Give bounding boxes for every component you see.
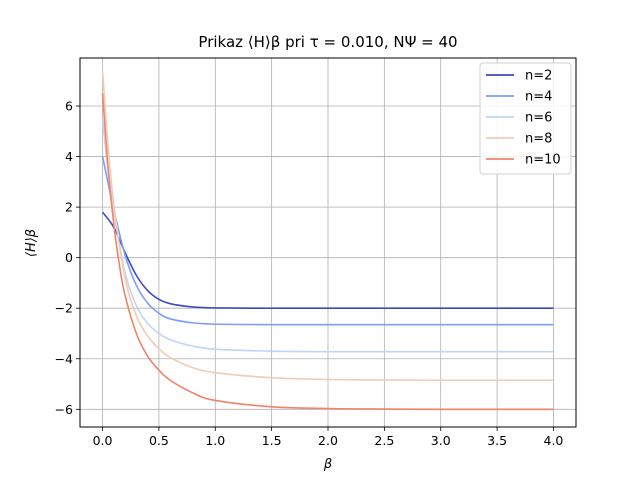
y-tick-label: −4	[55, 351, 73, 366]
x-tick-label: 3.0	[431, 433, 451, 448]
x-tick-label: 1.5	[262, 433, 282, 448]
legend-label: n=6	[525, 111, 552, 126]
y-tick-label: −2	[55, 301, 73, 316]
series-line-n-4	[101, 156, 554, 326]
x-tick-label: 0.0	[93, 433, 113, 448]
legend-label: n=8	[525, 132, 552, 147]
x-tick-label: 4.0	[544, 433, 564, 448]
y-tick-label: 4	[65, 149, 73, 164]
x-tick-label: 2.0	[318, 433, 338, 448]
y-tick-label: −6	[55, 402, 73, 417]
series-line-n-8	[101, 70, 554, 382]
x-tick-label: 0.5	[149, 433, 169, 448]
chart-title: Prikaz ⟨H⟩β pri τ = 0.010, NΨ = 40	[198, 33, 457, 51]
y-tick-label: 6	[65, 99, 73, 114]
legend-label: n=2	[525, 69, 552, 84]
y-axis-label: ⟨H⟩β	[24, 229, 39, 257]
x-tick-label: 1.0	[205, 433, 225, 448]
series-line-n-10	[101, 93, 554, 411]
legend-label: n=10	[525, 153, 561, 168]
x-tick-label: 3.5	[487, 433, 507, 448]
x-axis-label: β	[323, 457, 332, 472]
y-tick-label: 2	[65, 200, 73, 215]
y-tick-label: 0	[65, 250, 73, 265]
y-axis: −6 −4 −2 0 2 4 6	[55, 99, 80, 417]
legend-label: n=4	[525, 90, 552, 105]
x-tick-label: 2.5	[374, 433, 394, 448]
legend: n=2 n=4 n=6 n=8 n=10	[479, 62, 572, 175]
x-axis: 0.0 0.5 1.0 1.5 2.0 2.5 3.0 3.5 4.0	[93, 427, 564, 448]
series-layer	[101, 70, 554, 411]
legend-box	[479, 62, 572, 175]
